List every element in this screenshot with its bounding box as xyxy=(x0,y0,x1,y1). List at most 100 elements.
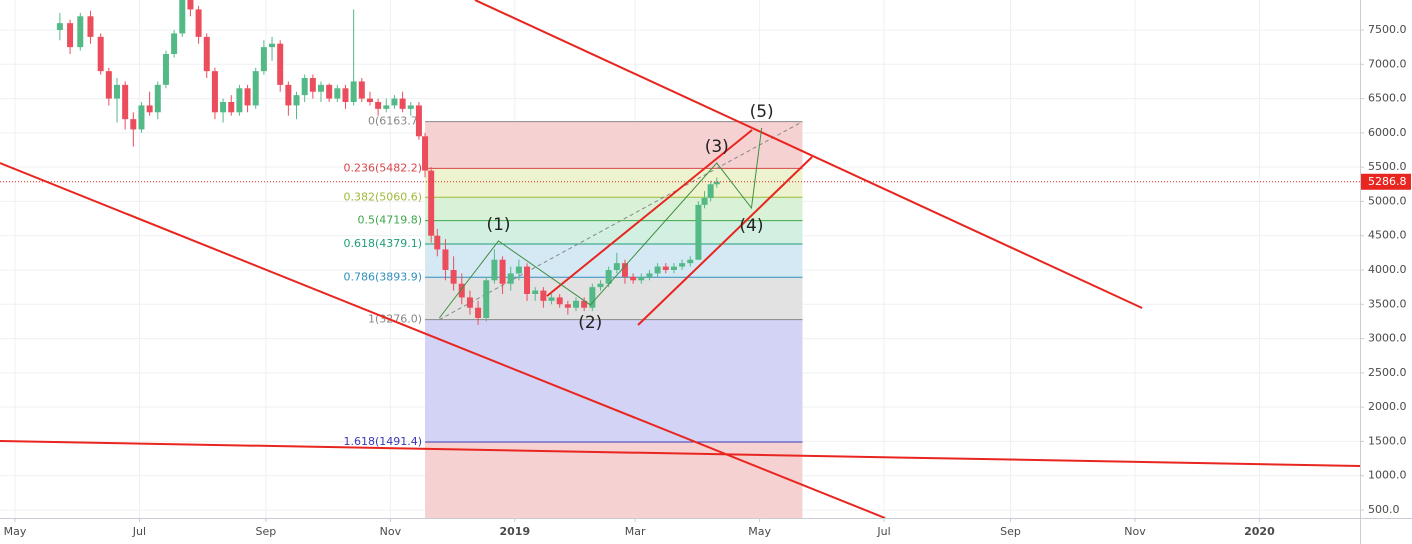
candle-body xyxy=(56,23,63,30)
candle-body xyxy=(707,184,714,198)
x-tick-label: Jul xyxy=(132,525,146,538)
x-tick-label: Nov xyxy=(380,525,402,538)
candle-body xyxy=(442,249,449,270)
candle-body xyxy=(350,81,357,102)
x-tick-label: May xyxy=(748,525,771,538)
y-tick-label: 2000.0 xyxy=(1368,400,1407,413)
candle-body xyxy=(318,84,325,92)
candle-body xyxy=(122,84,129,120)
wave-label: (4) xyxy=(739,216,763,236)
candle-body xyxy=(605,269,612,284)
candle-body xyxy=(138,105,145,130)
wave-label: (2) xyxy=(578,313,602,333)
candle-body xyxy=(701,197,708,205)
candle-body xyxy=(236,88,243,113)
x-tick-label: Sep xyxy=(1000,525,1021,538)
candle-body xyxy=(646,273,653,277)
candle-body xyxy=(105,71,112,99)
y-tick-label: 6000.0 xyxy=(1368,126,1407,139)
candle-body xyxy=(113,84,120,99)
fib-band xyxy=(425,168,803,198)
fib-label: 0.618(4379.1) xyxy=(343,237,422,250)
candle-body xyxy=(220,101,227,113)
candle-body xyxy=(366,98,373,102)
y-tick-label: 3500.0 xyxy=(1368,297,1407,310)
candle-body xyxy=(654,266,661,274)
candle-body xyxy=(171,33,178,54)
candle-body xyxy=(475,307,482,318)
fib-label: 0(6163.7) xyxy=(368,115,422,128)
y-tick-label: 500.0 xyxy=(1368,503,1400,516)
candle-body xyxy=(375,101,382,109)
y-tick-label: 6500.0 xyxy=(1368,92,1407,105)
trend-line xyxy=(474,0,1143,309)
trend-line xyxy=(637,156,813,326)
fib-band xyxy=(425,197,803,221)
wave-label: (1) xyxy=(486,215,510,235)
candle-body xyxy=(458,283,465,298)
x-tick-label: 2019 xyxy=(499,525,530,538)
candle-body xyxy=(383,105,390,109)
candle-body xyxy=(422,136,429,171)
candle-body xyxy=(613,263,620,270)
x-tick-label: Jul xyxy=(876,525,890,538)
candle-body xyxy=(687,259,694,264)
fib-trend xyxy=(439,121,803,321)
fib-band xyxy=(425,277,803,320)
candle-body xyxy=(662,266,669,270)
y-tick-label: 2500.0 xyxy=(1368,366,1407,379)
candle-body xyxy=(679,263,686,267)
candle-body xyxy=(630,276,637,281)
candle-body xyxy=(399,98,406,109)
candle-body xyxy=(195,9,202,37)
candle-body xyxy=(573,300,580,308)
x-tick-label: 2020 xyxy=(1244,525,1275,538)
fib-label: 0.5(4719.8) xyxy=(357,214,422,227)
candle-body xyxy=(491,259,498,281)
candle-body xyxy=(301,77,308,96)
fib-label: 0.382(5060.6) xyxy=(343,190,422,203)
candle-body xyxy=(548,297,555,301)
candle-body xyxy=(293,95,300,106)
candle-body xyxy=(589,287,596,308)
candle-body xyxy=(713,181,720,185)
fib-band xyxy=(425,319,803,443)
candle-body xyxy=(450,269,457,284)
candle-body xyxy=(334,88,341,99)
candle-body xyxy=(309,77,316,92)
candle-body xyxy=(130,119,137,130)
candle-body xyxy=(269,43,276,48)
candle-body xyxy=(358,81,365,99)
trend-line xyxy=(0,162,886,518)
candle-body xyxy=(621,263,628,277)
y-tick-label: 5500.0 xyxy=(1368,160,1407,173)
last-price-box xyxy=(1361,173,1411,190)
candle-body xyxy=(670,266,677,270)
candle-body xyxy=(252,71,259,106)
candle-body xyxy=(342,88,349,102)
candle-body xyxy=(146,105,153,113)
candle-body xyxy=(154,84,161,113)
fib-label: 1.618(1491.4) xyxy=(343,435,422,448)
last-price-label: 5286.8 xyxy=(1368,175,1407,188)
wave-label: (5) xyxy=(750,102,774,122)
candle-body xyxy=(228,101,235,113)
x-tick-label: Mar xyxy=(625,525,646,538)
wave-path xyxy=(438,127,763,319)
y-tick-label: 4500.0 xyxy=(1368,229,1407,242)
candle-body xyxy=(695,204,702,260)
fib-band xyxy=(425,244,803,278)
candle-body xyxy=(407,105,414,109)
candle-body xyxy=(507,273,514,284)
y-tick-label: 7000.0 xyxy=(1368,57,1407,70)
candle-body xyxy=(244,88,251,106)
candle-body xyxy=(515,266,522,274)
candle-body xyxy=(203,36,210,72)
candle-body xyxy=(638,276,645,281)
candle-body xyxy=(483,280,490,318)
candle-body xyxy=(564,304,571,308)
y-tick-label: 4000.0 xyxy=(1368,263,1407,276)
candle-body xyxy=(187,0,194,10)
candle-body xyxy=(162,53,169,85)
